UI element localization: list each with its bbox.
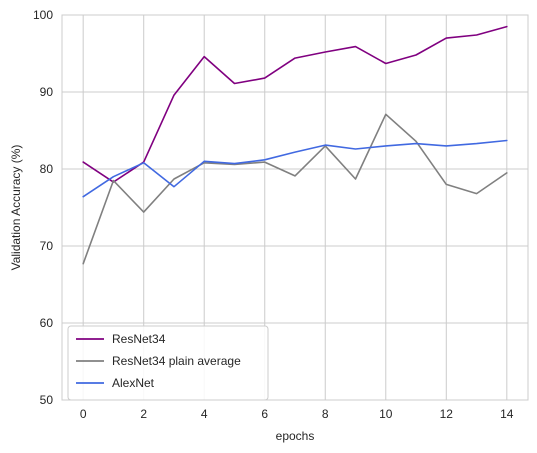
y-tick-labels: 50 60 70 80 90 100 — [33, 8, 53, 407]
plot-frame — [61, 14, 529, 401]
series-lines — [82, 25, 508, 265]
x-tick-label: 12 — [440, 407, 454, 421]
legend-label: ResNet34 — [112, 332, 166, 346]
series-line-0 — [82, 25, 508, 183]
x-tick-label: 4 — [201, 407, 208, 421]
y-tick-label: 90 — [40, 85, 54, 99]
x-tick-label: 2 — [140, 407, 147, 421]
x-tick-label: 10 — [379, 407, 393, 421]
y-axis-label: Validation Accuracy (%) — [9, 145, 23, 271]
y-tick-label: 100 — [33, 8, 53, 22]
y-tick-label: 50 — [40, 393, 54, 407]
x-axis-label: epochs — [276, 429, 315, 443]
x-tick-label: 6 — [261, 407, 268, 421]
x-tick-label: 0 — [80, 407, 87, 421]
legend: ResNet34 ResNet34 plain average AlexNet — [67, 325, 269, 401]
x-tick-labels: 0 2 4 6 8 10 12 14 — [80, 407, 514, 421]
y-tick-label: 80 — [40, 162, 54, 176]
x-tick-label: 14 — [500, 407, 514, 421]
series-line-2 — [82, 139, 508, 198]
x-tick-label: 8 — [322, 407, 329, 421]
series-line-1 — [82, 113, 508, 265]
legend-label: AlexNet — [112, 376, 155, 390]
legend-label: ResNet34 plain average — [112, 354, 241, 368]
y-tick-label: 60 — [40, 316, 54, 330]
y-tick-label: 70 — [40, 239, 54, 253]
legend-box — [67, 325, 269, 401]
